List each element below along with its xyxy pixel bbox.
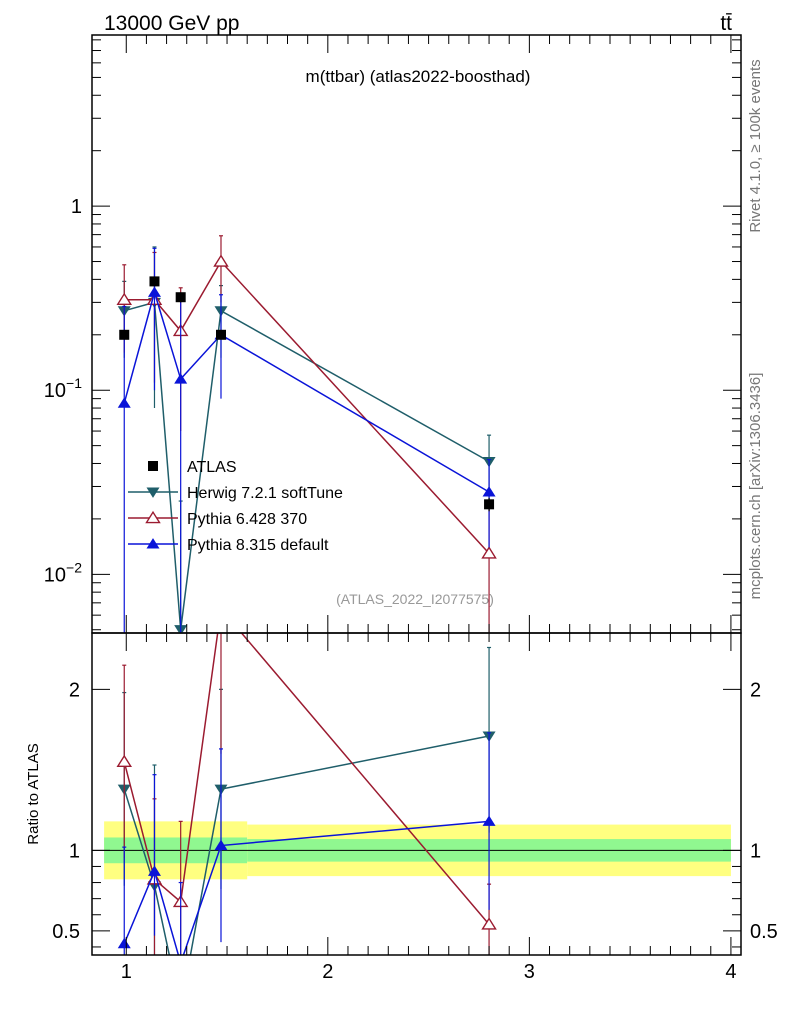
data-point xyxy=(116,292,133,306)
main-y-tick-label: 1 xyxy=(71,196,82,218)
data-point xyxy=(117,397,131,408)
x-tick-label: 2 xyxy=(322,961,333,983)
legend-item-atlas: ATLAS xyxy=(148,459,237,476)
x-tick-label: 4 xyxy=(725,961,736,983)
data-point xyxy=(213,254,229,267)
main-y-tick-label: 10−2 xyxy=(44,559,82,586)
ratio-plot-frame xyxy=(91,632,742,956)
ratio-y-tick-label-left: 2 xyxy=(69,679,80,701)
series-line xyxy=(124,260,490,554)
legend-marker xyxy=(148,461,158,471)
ratio-point xyxy=(116,754,133,768)
ratio-point xyxy=(482,815,496,826)
data-point xyxy=(119,329,130,340)
rivet-version-label: Rivet 4.1.0, ≥ 100k events xyxy=(747,59,764,232)
process-label: tt̄ xyxy=(720,12,732,35)
main-y-tick-label: 10−1 xyxy=(44,375,82,402)
ratio-y-tick-label-left: 1 xyxy=(69,840,80,862)
ratio-y-tick-label-right: 0.5 xyxy=(750,921,778,943)
ratio-point xyxy=(214,603,227,613)
ratio-point xyxy=(147,865,161,876)
source-label: mcplots.cern.ch [arXiv:1306.3436] xyxy=(747,373,764,600)
ratio-line xyxy=(123,820,490,955)
legend-label: Herwig 7.2.1 softTune xyxy=(187,485,343,502)
legend-label: Pythia 8.315 default xyxy=(187,537,329,554)
x-axis: 1 2 3 4 xyxy=(121,35,736,983)
x-tick-label: 1 xyxy=(121,961,132,983)
ratio-point xyxy=(214,839,228,851)
ratio-y-tick-label-right: 1 xyxy=(750,840,761,862)
data-point xyxy=(147,286,161,297)
data-point xyxy=(174,373,188,384)
data-point xyxy=(215,329,226,340)
legend-marker xyxy=(146,538,160,549)
legend: ATLAS Herwig 7.2.1 softTune Pythia 6.428 3… xyxy=(128,459,343,554)
data-point xyxy=(175,292,186,303)
data-point xyxy=(481,546,497,559)
ratio-panel: 0.5 0.5 1 1 2 2 Ratio to ATLAS xyxy=(25,603,778,1014)
ratio-y-ticks: 0.5 0.5 1 1 2 2 xyxy=(52,679,778,948)
legend-marker xyxy=(146,487,160,498)
data-point xyxy=(149,276,160,287)
main-series-clip xyxy=(116,235,497,633)
ratio-line xyxy=(123,735,490,955)
main-series-layer xyxy=(116,235,497,633)
watermark-label: (ATLAS_2022_I2077575) xyxy=(336,591,494,607)
ratio-series-layer xyxy=(116,603,497,1014)
x-tick-label: 3 xyxy=(524,961,535,983)
energy-label: 13000 GeV pp xyxy=(104,12,239,35)
ratio-y-tick-label-right: 2 xyxy=(750,679,761,701)
ratio-y-axis-label: Ratio to ATLAS xyxy=(25,743,42,844)
data-point xyxy=(482,486,496,497)
ratio-series-pythia-8-315-default xyxy=(117,732,496,967)
series-herwig-7-2-1-softtune xyxy=(117,246,496,633)
ratio-point xyxy=(174,1004,187,1014)
legend-item-pythia-6-428-370: Pythia 6.428 370 xyxy=(128,510,307,528)
legend-item-herwig-7-2-1-softtune: Herwig 7.2.1 softTune xyxy=(128,485,343,502)
ratio-point xyxy=(174,957,187,967)
ratio-y-tick-label-left: 0.5 xyxy=(52,921,80,943)
series-line xyxy=(124,301,490,630)
legend-label: Pythia 6.428 370 xyxy=(187,511,307,528)
series-pythia-8-315-default xyxy=(117,247,496,633)
series-atlas xyxy=(119,276,495,512)
ratio-point xyxy=(117,937,131,949)
main-panel: m(ttbar) (atlas2022-boosthad) (ATLAS_202… xyxy=(44,34,742,634)
ratio-uncertainty-bands xyxy=(92,821,741,880)
legend-label: ATLAS xyxy=(187,459,237,476)
ratio-series-clip xyxy=(116,603,497,1014)
legend-item-pythia-8-315-default: Pythia 8.315 default xyxy=(128,537,329,554)
ratio-band-group xyxy=(92,821,741,880)
series-line xyxy=(123,289,490,493)
chart-title: m(ttbar) (atlas2022-boosthad) xyxy=(306,67,531,86)
legend-marker xyxy=(145,510,161,524)
main-y-ticks: 1 10−1 10−2 xyxy=(44,39,741,631)
data-point xyxy=(484,499,495,510)
ratio-point xyxy=(481,917,497,930)
